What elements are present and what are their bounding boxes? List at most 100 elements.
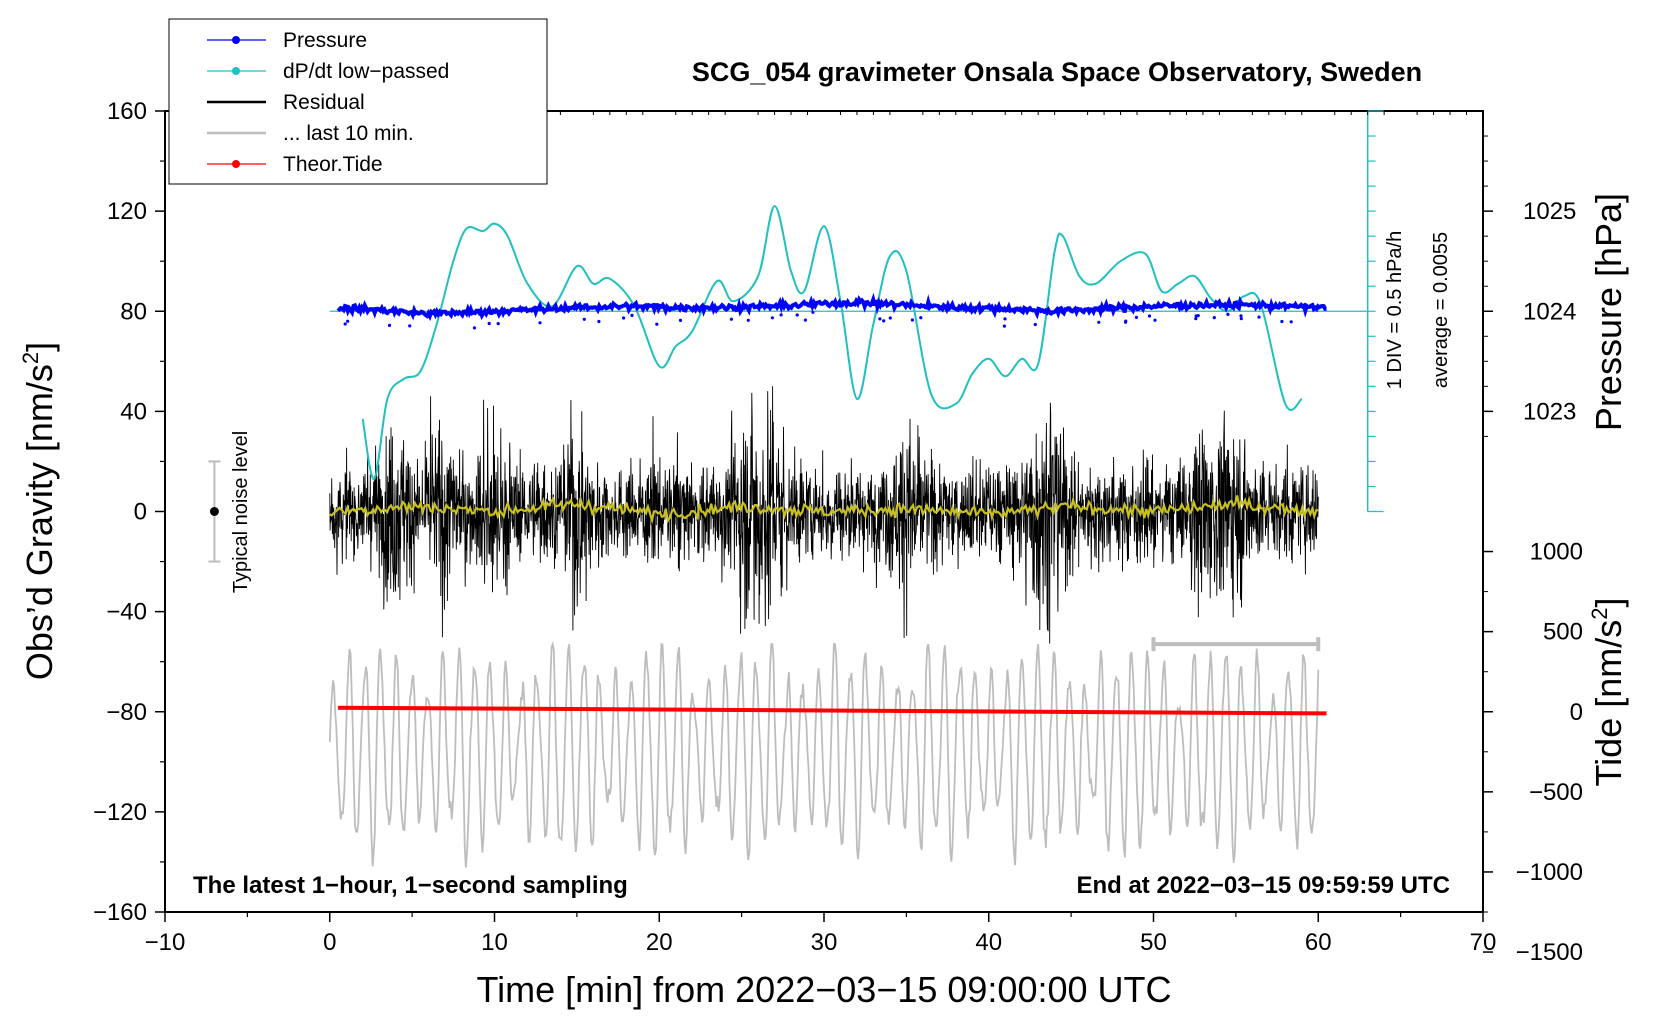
tide-axis-tick: −1500 [1483, 939, 1583, 966]
pressure-outlier-point [888, 316, 892, 320]
y-axis-title: Obs’d Gravity [nm/s2] [18, 342, 60, 680]
tide-axis-title-end: ] [1588, 598, 1629, 608]
legend-label: Theor.Tide [283, 153, 383, 176]
y-tick-label: 40 [120, 398, 147, 425]
legend-item: ... last 10 min. [207, 122, 414, 145]
pressure-outlier-point [1280, 319, 1284, 324]
pressure-outlier-point [1257, 315, 1261, 319]
x-tick-label: 20 [646, 929, 673, 956]
series-last10-line [328, 640, 1320, 868]
legend-swatch-marker [232, 160, 240, 168]
tide-axis-title-sup: 2 [1587, 608, 1612, 620]
y-tick-label: −160 [93, 899, 147, 926]
tide-tick-label: 0 [1570, 699, 1583, 726]
series-residual-smoothed-line [329, 495, 1319, 525]
y-axis-tick: 40 [120, 398, 165, 425]
tide-axis-tick: 1000 [1483, 539, 1583, 566]
tide-axis-title-main: Tide [nm/s [1588, 620, 1629, 787]
pressure-tick-label: 1023 [1523, 398, 1576, 425]
x-axis-tick: 10 [481, 912, 508, 956]
y-tick-label: −40 [106, 599, 147, 626]
legend-label: Residual [283, 91, 365, 114]
pressure-outlier-point [1097, 320, 1101, 324]
y-tick-label: −80 [106, 699, 147, 726]
pressure-outlier-point [1239, 314, 1243, 318]
x-axis-tick: 70 [1470, 912, 1496, 956]
legend-label: ... last 10 min. [283, 122, 414, 145]
legend-swatch-marker [232, 67, 240, 75]
pressure-outlier-point [1153, 318, 1157, 322]
x-tick-label: 0 [323, 929, 336, 956]
legend-label: Pressure [283, 29, 367, 52]
x-axis-tick: 20 [646, 912, 673, 956]
x-tick-label: 30 [811, 929, 838, 956]
legend-item: dP/dt low−passed [207, 60, 449, 83]
pressure-tick-label: 1024 [1523, 298, 1576, 325]
legend-item: Theor.Tide [207, 153, 383, 176]
pressure-axis-tick: 1024 [1483, 298, 1576, 325]
pressure-outlier-point [1212, 316, 1216, 320]
pressure-outlier-point [622, 316, 626, 320]
x-tick-label: 10 [481, 929, 508, 956]
pressure-outlier-point [770, 316, 775, 320]
pressure-outlier-point [597, 319, 601, 324]
pressure-outlier-point [811, 310, 815, 314]
y-axis-title-sup: 2 [18, 352, 43, 364]
y-axis-tick: 80 [120, 298, 165, 325]
x-axis-tick: 50 [1140, 912, 1167, 956]
pressure-outlier-point [630, 313, 634, 317]
y-axis-tick: −120 [93, 799, 165, 826]
tide-axis-tick: −500 [1483, 779, 1583, 806]
x-axis-tick: 0 [323, 912, 336, 956]
series-pressure [336, 292, 1327, 330]
tide-tick-label: −1000 [1516, 859, 1583, 886]
x-axis-tick: 60 [1305, 912, 1332, 956]
dpdt-average-label: average = 0.0055 [1430, 232, 1452, 388]
y-tick-label: 0 [134, 499, 147, 526]
pressure-outlier-point [1147, 314, 1152, 318]
pressure-outlier-point [1226, 312, 1230, 316]
y-axis-title-end: ] [19, 342, 60, 352]
x-axis-tick: −10 [145, 912, 185, 956]
y-tick-label: 80 [120, 298, 147, 325]
y-tick-label: 120 [107, 198, 147, 225]
pressure-outlier-point [1196, 314, 1200, 318]
pressure-outlier-point [729, 317, 734, 321]
pressure-outlier-point [582, 317, 586, 321]
pressure-tick-label: 1025 [1523, 198, 1576, 225]
pressure-outlier-point [408, 324, 412, 328]
sampling-annotation: The latest 1−hour, 1−second sampling [193, 872, 628, 899]
y-axis-tick: 0 [134, 499, 165, 526]
noise-level-label: Typical noise level [230, 431, 252, 593]
y-axis-tick: −80 [106, 699, 165, 726]
pressure-outlier-point [878, 317, 882, 321]
last10-range-marker [1151, 637, 1321, 652]
legend-swatch-marker [232, 36, 240, 44]
legend-items: Pressure dP/dt low−passed Residual ... last… [207, 29, 449, 176]
y-tick-label: −120 [93, 799, 147, 826]
tide-axis-title: Tide [nm/s2] [1587, 598, 1629, 787]
y-axis-tick: −40 [106, 599, 165, 626]
tide-axis-tick: 500 [1483, 619, 1583, 646]
pressure-outlier-point [1289, 320, 1293, 324]
legend-label: dP/dt low−passed [283, 60, 449, 83]
tide-tick-label: 500 [1543, 619, 1583, 646]
end-time-annotation: End at 2022−03−15 09:59:59 UTC [1076, 872, 1450, 899]
y-axis-tick: 120 [107, 198, 165, 225]
pressure-outlier-point [472, 326, 477, 330]
pressure-axis-tick: 1023 [1483, 398, 1576, 425]
series-pressure-line [336, 292, 1327, 322]
tide-tick-label: −500 [1529, 779, 1583, 806]
pressure-outlier-point [655, 322, 659, 326]
x-tick-label: 40 [975, 929, 1002, 956]
pressure-outlier-point [487, 321, 491, 326]
pressure-outlier-point [678, 318, 683, 322]
x-tick-label: 60 [1305, 929, 1332, 956]
legend: Pressure dP/dt low−passed Residual ... last… [168, 18, 548, 185]
pressure-outlier-point [910, 318, 915, 322]
pressure-outlier-point [1123, 320, 1128, 324]
pressure-outlier-point [1194, 317, 1198, 321]
x-tick-label: 50 [1140, 929, 1167, 956]
tide-axis-tick: 0 [1483, 699, 1583, 726]
dpdt-scale-axis [1366, 110, 1384, 513]
